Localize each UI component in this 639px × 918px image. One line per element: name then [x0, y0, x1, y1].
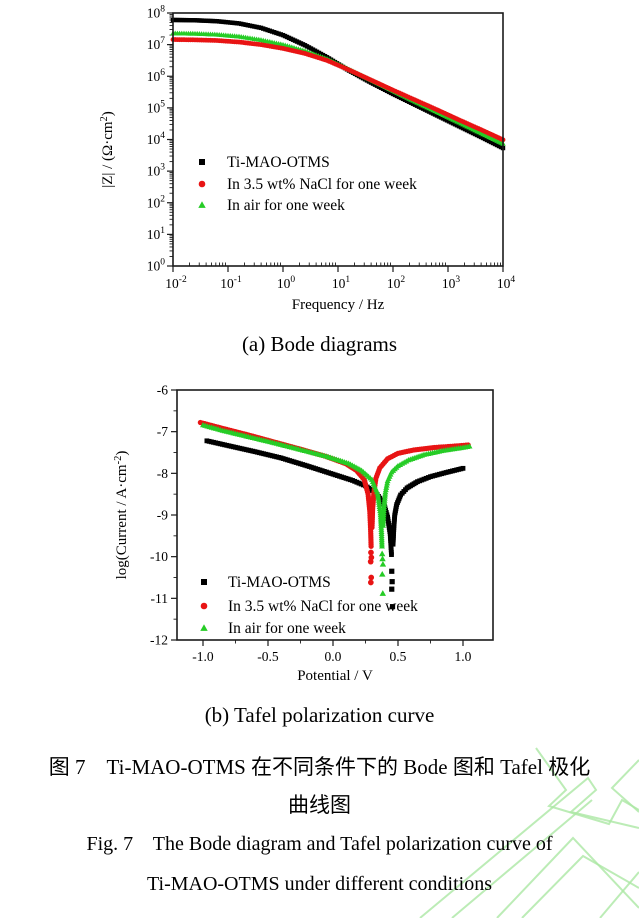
tafel-xlabel: Potential / V	[297, 668, 373, 684]
bode-series-square	[170, 17, 506, 151]
caption-zh-line1: 图 7 Ti-MAO-OTMS 在不同条件下的 Bode 图和 Tafel 极化	[48, 755, 591, 779]
svg-text:103: 103	[147, 163, 166, 179]
tafel-series-circle	[197, 419, 471, 586]
svg-text:-1.0: -1.0	[192, 649, 214, 664]
svg-text:101: 101	[332, 275, 351, 291]
svg-text:-9: -9	[157, 508, 168, 523]
svg-text:-8: -8	[157, 466, 168, 481]
svg-text:100: 100	[277, 275, 296, 291]
svg-text:1.0: 1.0	[455, 649, 472, 664]
svg-text:105: 105	[147, 99, 166, 115]
caption-a: (a) Bode diagrams	[241, 332, 398, 356]
svg-text:0.0: 0.0	[325, 649, 342, 664]
svg-text:In air for one week: In air for one week	[227, 197, 345, 214]
svg-text:-6: -6	[157, 383, 168, 398]
watermark-pattern	[419, 747, 639, 918]
legend: Ti-MAO-OTMS In 3.5 wt% NaCl for one week I…	[200, 574, 418, 637]
svg-text:106: 106	[147, 68, 166, 84]
bode-series-circle	[170, 37, 506, 143]
svg-text:100: 100	[147, 258, 166, 274]
svg-text:0.5: 0.5	[390, 649, 407, 664]
svg-text:Ti-MAO-OTMS: Ti-MAO-OTMS	[228, 574, 331, 591]
svg-text:-10: -10	[150, 549, 168, 564]
bode-axes	[167, 12, 504, 272]
tafel-plot: -1.0 -0.5 0.0 0.5 1.0 -6 -7 -8 -9 -10 -11 -12 Potent…	[113, 383, 494, 684]
bode-series-triangle	[170, 30, 506, 146]
svg-text:-12: -12	[150, 633, 168, 648]
bode-frame	[172, 12, 504, 267]
svg-text:10-2: 10-2	[165, 275, 187, 291]
svg-text:Ti-MAO-OTMS: Ti-MAO-OTMS	[227, 154, 330, 171]
svg-text:-7: -7	[157, 424, 168, 439]
svg-text:107: 107	[147, 36, 166, 52]
svg-text:102: 102	[387, 275, 406, 291]
svg-text:102: 102	[147, 194, 166, 210]
svg-text:10-1: 10-1	[220, 275, 242, 291]
svg-text:101: 101	[147, 226, 166, 242]
caption-en-line1: Fig. 7 The Bode diagram and Tafel polari…	[86, 833, 553, 855]
bode-plot: 10-2 10-1 100 101 102 103 104 100 101 102 103 104 10…	[99, 5, 515, 314]
svg-text:|Z| / (Ω·cm2): |Z| / (Ω·cm2)	[99, 111, 116, 188]
svg-text:104: 104	[147, 131, 166, 147]
svg-text:108: 108	[147, 5, 166, 21]
svg-text:In air for one week: In air for one week	[228, 620, 346, 637]
caption-zh-line2: 曲线图	[288, 793, 351, 817]
caption-b: (b) Tafel polarization curve	[204, 703, 435, 727]
svg-text:In 3.5 wt% NaCl for one week: In 3.5 wt% NaCl for one week	[228, 598, 418, 615]
caption-en-line2: Ti-MAO-OTMS under different conditions	[147, 873, 492, 895]
tafel-series-triangle	[200, 422, 473, 596]
svg-text:In 3.5 wt% NaCl for one week: In 3.5 wt% NaCl for one week	[227, 176, 417, 193]
svg-text:103: 103	[442, 275, 461, 291]
bode-xlabel: Frequency / Hz	[292, 297, 385, 313]
legend: Ti-MAO-OTMS In 3.5 wt% NaCl for one week I…	[198, 154, 417, 214]
svg-text:log(Current / A·cm-2): log(Current / A·cm-2)	[113, 451, 130, 580]
tafel-axes	[171, 389, 464, 646]
svg-text:-11: -11	[151, 591, 169, 606]
svg-text:104: 104	[497, 275, 516, 291]
tafel-frame	[176, 389, 494, 641]
svg-text:-0.5: -0.5	[257, 649, 279, 664]
